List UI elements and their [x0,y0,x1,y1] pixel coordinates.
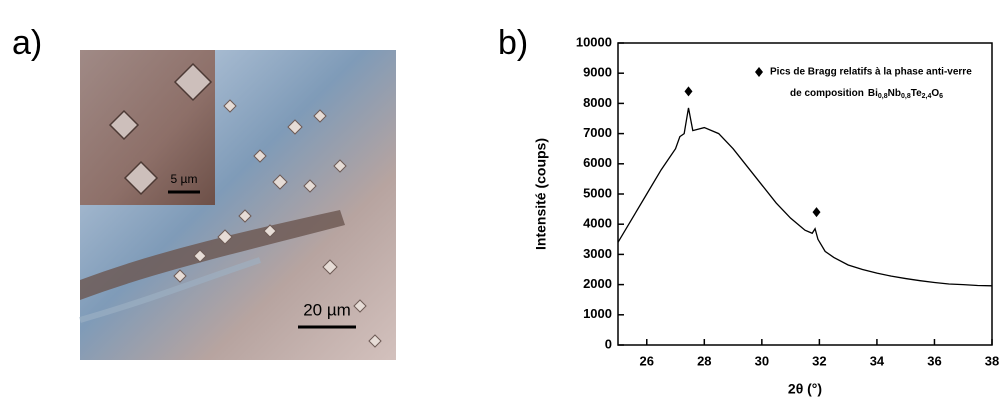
legend-prefix: de composition [790,88,864,99]
y-tick-label: 4000 [583,216,612,231]
formula-element: Bi [868,88,878,99]
xrd-chart: 0 1000 2000 3000 4000 5000 6000 7000 8000 9000 100… [533,34,1000,396]
scale-label: 20 µm [303,300,351,319]
panel-label: b) [498,24,528,62]
formula-subscript: 2,4 [922,93,932,100]
legend-text: de composition Bi0,8Nb0,8Te2,4O6 [790,88,943,100]
x-tick-label: 36 [927,353,941,368]
y-tick-label: 3000 [583,246,612,261]
peak-marker [684,86,693,97]
x-tick-label: 38 [985,353,999,368]
y-tick-label: 7000 [583,125,612,140]
y-tick-label: 6000 [583,155,612,170]
formula-element: O [931,88,939,99]
formula-element: Nb [888,88,901,99]
y-tick-label: 9000 [583,65,612,80]
formula-subscript: 0,8 [878,93,888,100]
x-tick-label: 26 [640,353,654,368]
x-tick-label: 34 [870,353,885,368]
panel-label: a) [12,24,42,62]
y-tick-label: 5000 [583,185,612,200]
legend-text: Pics de Bragg relatifs à la phase anti-v… [770,67,972,78]
data-line [617,107,993,287]
x-tick-label: 32 [812,353,826,368]
formula-subscript: 0,8 [901,93,911,100]
y-tick-label: 2000 [583,276,612,291]
y-axis-label: Intensité (coups) [533,138,549,250]
y-tick-label: 8000 [583,95,612,110]
micrograph: 5 µm 20 µm [79,50,396,360]
formula-element: Te [911,88,922,99]
x-tick-label: 30 [755,353,769,368]
formula-subscript: 6 [939,93,943,100]
y-tick-label: 1000 [583,306,612,321]
x-axis-label: 2θ (°) [788,381,822,397]
scale-label: 5 µm [171,172,198,186]
peak-marker [812,207,821,218]
y-tick-label: 10000 [576,34,612,49]
legend-symbol [755,67,763,77]
y-tick-label: 0 [605,336,612,351]
x-tick-label: 28 [697,353,711,368]
